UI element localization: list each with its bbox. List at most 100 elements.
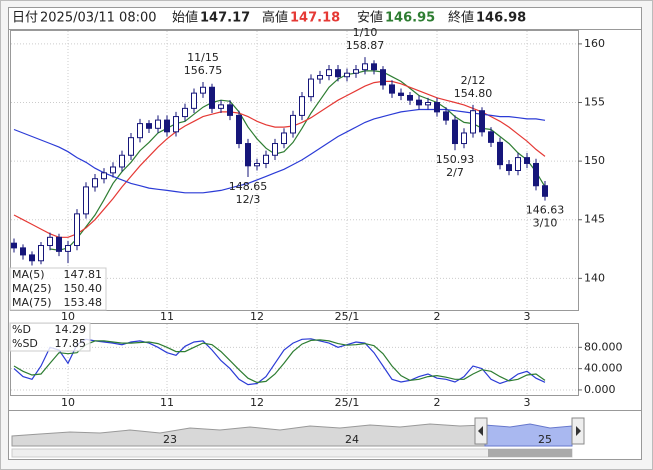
candle-body [47, 236, 53, 247]
annotation-value: 158.87 [346, 39, 385, 52]
candle-body [173, 116, 179, 133]
x-tick-label: 10 [61, 310, 75, 323]
arrow-icon [478, 426, 483, 436]
annotation-date: 3/10 [533, 217, 558, 230]
candle-body [461, 132, 467, 145]
legend-label: %SD [12, 337, 38, 350]
x-tick-label: 12 [250, 310, 264, 323]
candle-body [155, 119, 161, 129]
x-tick-label: 3 [524, 310, 531, 323]
candle-body [371, 63, 377, 71]
candle-body [497, 141, 503, 166]
scrollbar-thumb[interactable] [488, 449, 572, 457]
annotation-value: 148.65 [229, 180, 268, 193]
annotation-date: 1/10 [353, 26, 378, 39]
candle-body [416, 99, 422, 106]
candle-body [38, 245, 44, 262]
line-series [13, 80, 546, 238]
header-label: 始値 [172, 10, 198, 26]
candle-body [128, 137, 134, 156]
candle-body [398, 92, 404, 96]
candle-body [470, 110, 476, 134]
candle-body [488, 131, 494, 143]
candle-body [254, 162, 260, 167]
annotation-date: 2/7 [446, 166, 464, 179]
candle-body [425, 102, 431, 106]
y-tick-label: 155 [584, 96, 605, 109]
header-value: 147.17 [200, 11, 250, 26]
header-label: 安値 [357, 10, 383, 26]
candle-body [164, 119, 170, 133]
y-tick-label: 40.000 [584, 362, 623, 375]
navigator-label: 23 [163, 433, 177, 446]
candle-body [506, 164, 512, 172]
candle-body [209, 86, 215, 109]
candle-body [92, 178, 98, 188]
annotation-value: 146.63 [526, 204, 565, 217]
header-label: 高値 [262, 10, 288, 26]
candle-body [515, 157, 521, 171]
navigator-selection[interactable] [484, 423, 573, 447]
candle-body [389, 84, 395, 94]
legend-value: 17.85 [55, 337, 87, 350]
candle-body [65, 245, 71, 252]
line-series [13, 108, 546, 194]
candle-body [182, 107, 188, 118]
candle-body [110, 166, 116, 174]
x-tick-label: 25/1 [335, 310, 360, 323]
legend-label: MA(5) [12, 268, 45, 281]
candle-body [524, 157, 530, 164]
header-date: 2025/03/11 08:00 [40, 11, 157, 26]
navigator-label: 24 [345, 433, 359, 446]
y-tick-label: 145 [584, 213, 605, 226]
line-series [49, 70, 546, 251]
candle-body [290, 114, 296, 134]
legend-bg [9, 322, 91, 352]
candle-body [308, 78, 314, 98]
line-series [13, 339, 546, 384]
candle-body [317, 75, 323, 80]
candle-body [362, 63, 368, 71]
candle-body [281, 132, 287, 145]
x-tick-label: 2 [434, 396, 441, 409]
candle-body [146, 123, 152, 129]
candle-body [533, 162, 539, 187]
candle-body [542, 185, 548, 197]
annotation-value: 150.93 [436, 153, 475, 166]
legend-value: 150.40 [64, 282, 103, 295]
x-tick-label: 3 [524, 396, 531, 409]
y-tick-label: 160 [584, 37, 605, 50]
candle-body [119, 154, 125, 168]
candle-body [326, 69, 332, 77]
y-tick-label: 0.000 [584, 383, 616, 396]
annotation-date: 2/12 [461, 74, 486, 87]
candle-body [434, 102, 440, 113]
legend-label: MA(25) [12, 282, 52, 295]
header-label: 日付 [12, 11, 38, 26]
candle-body [353, 69, 359, 74]
candle-body [380, 69, 386, 86]
candle-body [191, 92, 197, 109]
candle-body [101, 172, 107, 180]
legend-value: 153.48 [64, 296, 103, 309]
line-series [13, 338, 546, 386]
candle-body [344, 72, 350, 78]
legend-value: 147.81 [64, 268, 103, 281]
candle-body [335, 69, 341, 78]
annotation-date: 11/15 [187, 51, 219, 64]
main-panel [10, 30, 579, 311]
header-value: 146.98 [476, 11, 526, 26]
candle-body [218, 104, 224, 109]
candle-body [83, 186, 89, 215]
annotation-date: 12/3 [236, 193, 261, 206]
x-tick-label: 11 [160, 310, 174, 323]
candle-body [56, 236, 62, 252]
candle-body [20, 247, 26, 256]
candle-body [11, 242, 17, 249]
header-label: 終値 [448, 10, 474, 26]
navigator-area [11, 423, 486, 447]
navigator-label: 25 [538, 433, 552, 446]
candle-body [443, 111, 449, 121]
candle-body [407, 94, 413, 101]
